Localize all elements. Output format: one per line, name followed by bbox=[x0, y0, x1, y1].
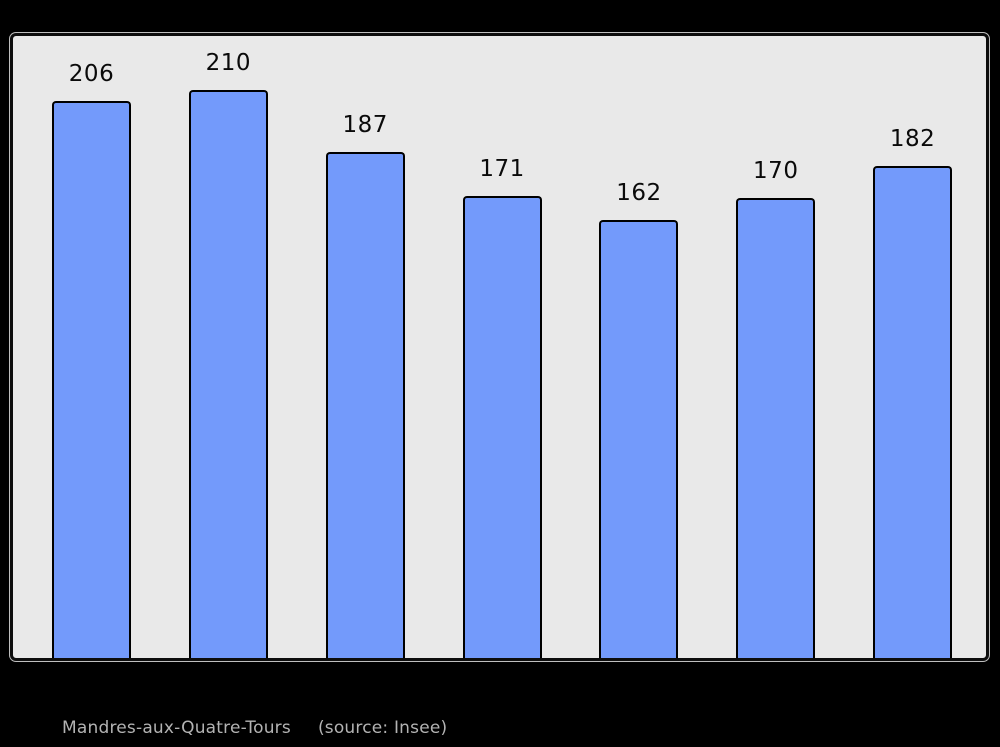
bar-value-label: 206 bbox=[68, 61, 115, 87]
bar bbox=[52, 101, 131, 658]
bar-value-label: 171 bbox=[479, 156, 525, 182]
bar bbox=[736, 198, 816, 658]
chart-panel: 206 210 187 171 162 170 182 bbox=[10, 33, 989, 661]
bar bbox=[873, 166, 953, 658]
bar bbox=[188, 90, 268, 658]
bar-value-label: 182 bbox=[889, 126, 936, 152]
plot-area: 206 210 187 171 162 170 182 bbox=[13, 36, 986, 658]
bar-value-label: 162 bbox=[616, 180, 662, 206]
bar-value-label: 210 bbox=[205, 50, 252, 76]
bar-value-label: 170 bbox=[753, 158, 799, 184]
bar bbox=[462, 196, 542, 658]
caption-commune-name: Mandres-aux-Quatre-Tours bbox=[62, 718, 291, 738]
caption-source: (source: Insee) bbox=[317, 718, 448, 738]
bar bbox=[599, 220, 679, 658]
bar bbox=[325, 152, 405, 658]
chart-caption: Mandres-aux-Quatre-Tours (source: Insee) bbox=[62, 717, 447, 739]
bar-value-label: 187 bbox=[342, 112, 388, 138]
